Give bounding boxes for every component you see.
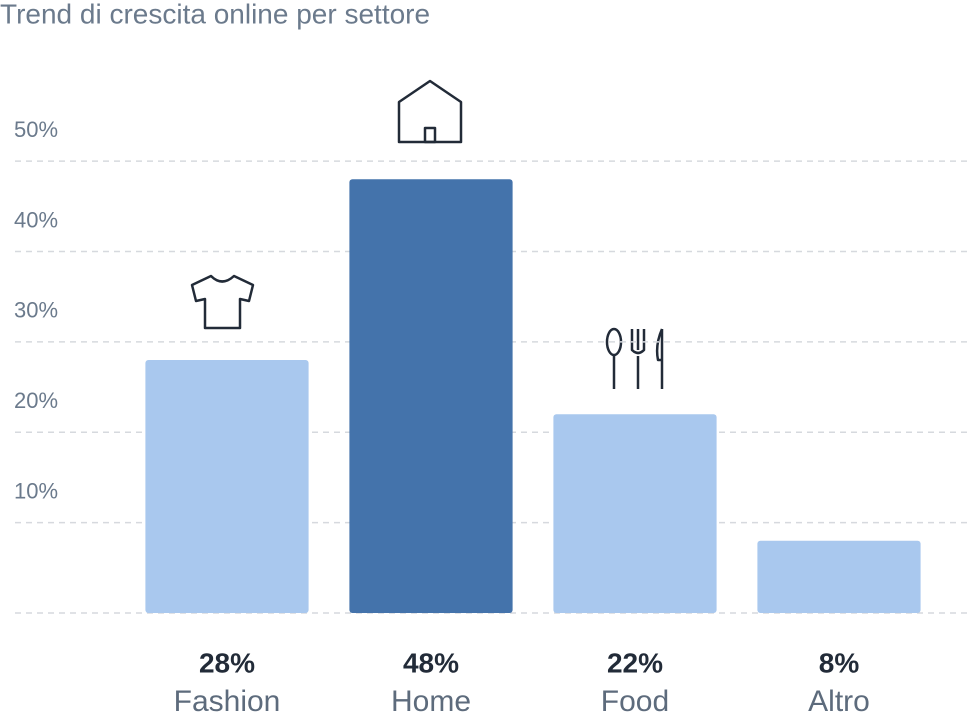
cutlery-icon <box>605 327 664 389</box>
value-label: 28% <box>199 647 255 678</box>
y-tick-label: 10% <box>14 478 58 503</box>
x-tick-label: Fashion <box>174 685 281 716</box>
bar <box>553 414 717 613</box>
bar <box>145 359 309 613</box>
y-tick-label: 30% <box>14 298 58 323</box>
y-tick-label: 50% <box>14 117 58 142</box>
x-tick-label: Home <box>391 685 471 716</box>
house-icon <box>397 79 463 144</box>
x-tick-label: Food <box>601 685 669 716</box>
x-tick-label: Altro <box>808 685 870 716</box>
value-label: 8% <box>819 647 860 678</box>
chart-title: Trend di crescita online per settore <box>0 0 430 29</box>
y-tick-label: 20% <box>14 388 58 413</box>
bar <box>757 540 921 613</box>
y-tick-label: 40% <box>14 207 58 232</box>
shirt-icon <box>190 274 255 330</box>
value-label: 22% <box>607 647 663 678</box>
bar <box>349 179 513 613</box>
value-label: 48% <box>403 647 459 678</box>
